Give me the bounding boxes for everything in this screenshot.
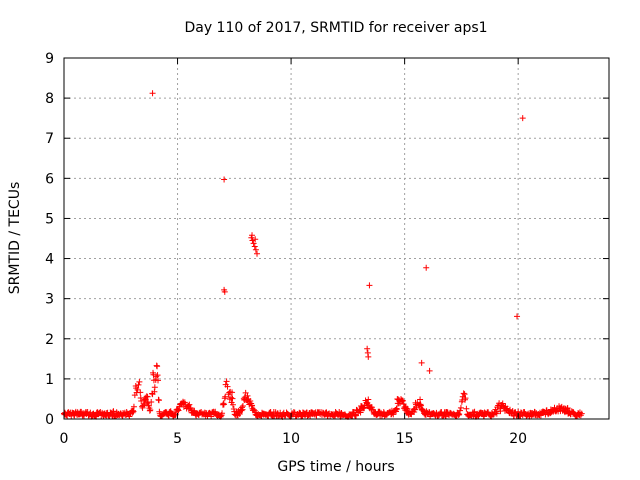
y-tick-label: 5 — [45, 211, 54, 227]
data-point — [229, 395, 236, 402]
data-point — [353, 412, 360, 419]
data-point — [140, 402, 147, 409]
data-point — [412, 406, 419, 413]
data-point — [506, 406, 513, 413]
data-point — [155, 397, 162, 404]
data-point — [239, 403, 246, 410]
data-point — [223, 378, 230, 385]
data-point — [564, 404, 571, 411]
data-point — [462, 395, 469, 402]
data-point — [399, 397, 406, 404]
data-point — [186, 401, 193, 408]
y-tick-label: 1 — [45, 372, 54, 388]
data-point — [357, 409, 364, 416]
data-point — [224, 383, 231, 390]
x-tick-label: 0 — [60, 431, 69, 447]
data-point — [137, 389, 144, 396]
data-point — [514, 313, 521, 320]
grid — [64, 58, 609, 419]
data-point — [219, 410, 226, 417]
data-point — [330, 413, 337, 420]
data-point — [254, 250, 261, 257]
data-point — [135, 381, 142, 388]
data-point — [463, 405, 470, 412]
data-point — [250, 406, 257, 413]
data-point — [221, 176, 228, 183]
data-point — [499, 400, 506, 407]
data-point — [418, 359, 425, 366]
data-point — [250, 240, 257, 247]
data-point — [151, 384, 158, 391]
data-point — [456, 411, 463, 418]
data-point — [364, 345, 371, 352]
plot-frame — [63, 57, 610, 420]
data-point — [229, 401, 236, 408]
data-point — [229, 389, 236, 396]
data-point — [153, 373, 160, 380]
x-axis-label: GPS time / hours — [277, 459, 394, 475]
y-tick-label: 0 — [45, 412, 54, 428]
data-point — [244, 392, 251, 399]
y-tick-label: 4 — [45, 252, 54, 268]
y-tick-label: 3 — [45, 292, 54, 308]
data-point — [252, 246, 259, 253]
data-point — [144, 393, 151, 400]
axis-ticks — [63, 57, 609, 420]
chart-title: Day 110 of 2017, SRMTID for receiver aps… — [184, 20, 487, 36]
data-point — [423, 264, 430, 271]
y-tick-label: 9 — [45, 51, 54, 67]
data-point — [249, 232, 256, 239]
data-point — [366, 282, 373, 289]
data-point — [457, 404, 464, 411]
data-point — [130, 403, 137, 410]
data-point — [290, 409, 297, 416]
data-point — [426, 367, 433, 374]
data-point — [136, 378, 143, 385]
data-point — [457, 407, 464, 414]
data-point — [220, 401, 227, 408]
data-point — [460, 390, 467, 397]
data-point — [578, 410, 585, 417]
data-point — [154, 363, 161, 370]
data-point — [147, 407, 154, 414]
y-axis-label: SRMTID / TECUs — [7, 182, 23, 295]
data-point — [148, 398, 155, 405]
data-point — [154, 372, 161, 379]
data-point — [519, 115, 526, 122]
data-point — [365, 396, 372, 403]
data-point — [365, 353, 372, 360]
data-point — [155, 377, 162, 384]
data-point — [126, 413, 133, 420]
data-point — [149, 90, 156, 97]
y-tick-label: 7 — [45, 131, 54, 147]
data-point — [461, 391, 468, 398]
data-point — [181, 399, 188, 406]
y-tick-labels: 0 1 2 3 4 5 6 7 8 9 — [45, 51, 54, 428]
data-point — [175, 407, 182, 414]
data-point — [222, 393, 229, 400]
y-tick-label: 6 — [45, 171, 54, 187]
x-tick-label: 20 — [509, 431, 527, 447]
data-point — [252, 236, 259, 243]
data-point — [251, 243, 258, 250]
data-point — [416, 401, 423, 408]
data-point — [490, 411, 497, 418]
x-tick-labels: 0 5 10 15 20 — [60, 431, 528, 447]
x-tick-label: 15 — [396, 431, 414, 447]
data-point — [221, 288, 228, 295]
data-point — [249, 237, 256, 244]
data-points — [61, 90, 585, 420]
data-point — [493, 410, 500, 417]
x-tick-label: 10 — [282, 431, 300, 447]
y-tick-label: 8 — [45, 91, 54, 107]
data-point — [393, 406, 400, 413]
x-tick-label: 5 — [173, 431, 182, 447]
y-tick-label: 2 — [45, 332, 54, 348]
